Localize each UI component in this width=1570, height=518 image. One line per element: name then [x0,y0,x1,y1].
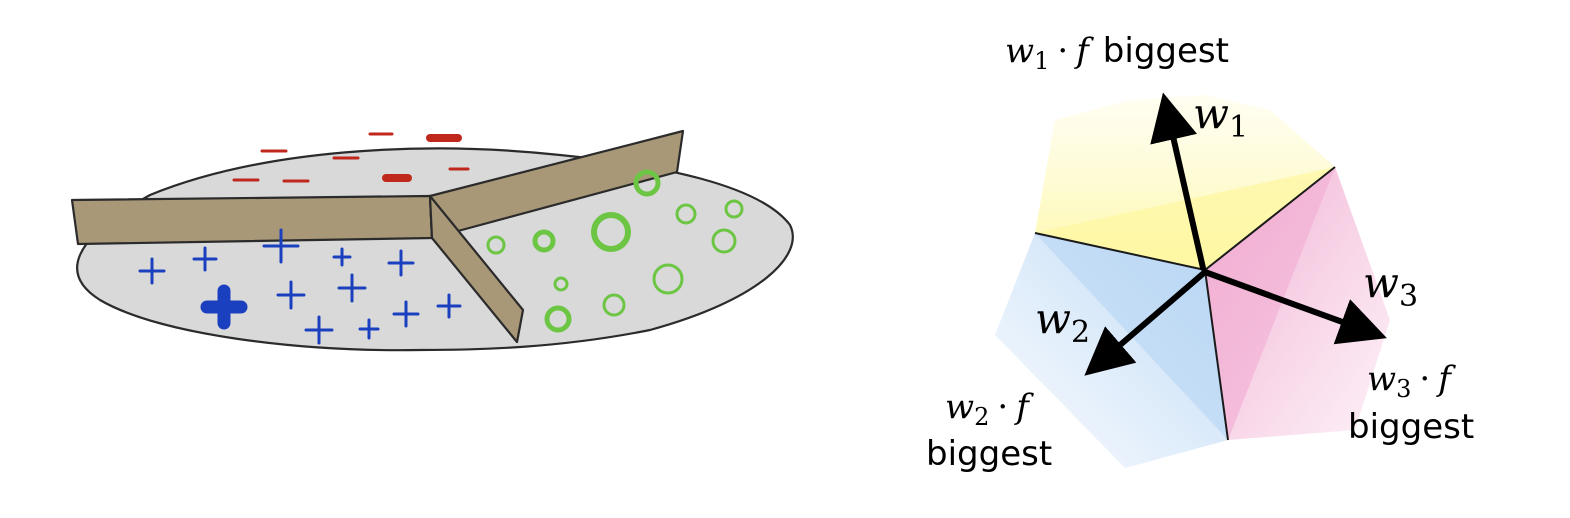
circle-icon [602,293,626,317]
region-3-word: biggest [1348,407,1474,447]
circle-icon [724,199,744,219]
w1-arrow [1150,92,1206,271]
circle-icon [553,276,569,292]
region-2-word: biggest [926,434,1052,474]
w3-arrow [1202,269,1387,345]
plus-icon [262,228,300,264]
circle-icon [652,263,684,295]
plus-class-marks [138,228,462,345]
circle-icon [486,235,506,255]
circle-icon [675,203,697,225]
circle-icon [591,212,631,252]
plus-icon-large [200,284,248,330]
region-w1-yellow-inner [1035,167,1335,270]
plus-icon [358,318,380,340]
region-1-label: w1 · f biggest [1005,31,1229,75]
circle-class-marks [486,169,744,333]
w2-arrow [1084,269,1208,376]
region-w3-pink-inner [1205,167,1335,440]
circle-icon [633,169,661,197]
plus-icon [387,249,415,277]
region-2-label: w2 · f [945,387,1034,431]
wall-horizontal [70,194,434,246]
w2-label: w2 [1035,294,1090,350]
feature-space-disc [76,147,794,352]
boundary-2-3 [1204,269,1229,441]
plus-icon [304,315,334,345]
minus-class-marks [232,132,470,183]
wall-front [428,194,525,344]
plus-icon [392,300,420,328]
decision-boundaries [1034,166,1336,441]
circle-icon [711,228,737,254]
boundary-1-3 [1204,166,1336,271]
boundary-1-2 [1034,232,1206,271]
w1-label: w1 [1193,89,1248,145]
plus-icon [276,280,306,310]
circle-icon [544,305,572,333]
w3-label: w3 [1363,258,1418,314]
circle-icon [532,229,556,253]
plus-icon [436,293,462,319]
plus-icon [337,273,367,303]
classifier-illustration [70,129,794,352]
plus-icon [332,247,352,267]
region-3-label: w3 · f [1367,359,1456,403]
weight-regions-diagram: w1 w2 w3 w1 · f biggest w2 · f biggest w3 · f b… [926,31,1474,474]
plus-icon [138,257,166,285]
plus-icon [192,246,218,272]
weight-vectors [1084,92,1387,376]
